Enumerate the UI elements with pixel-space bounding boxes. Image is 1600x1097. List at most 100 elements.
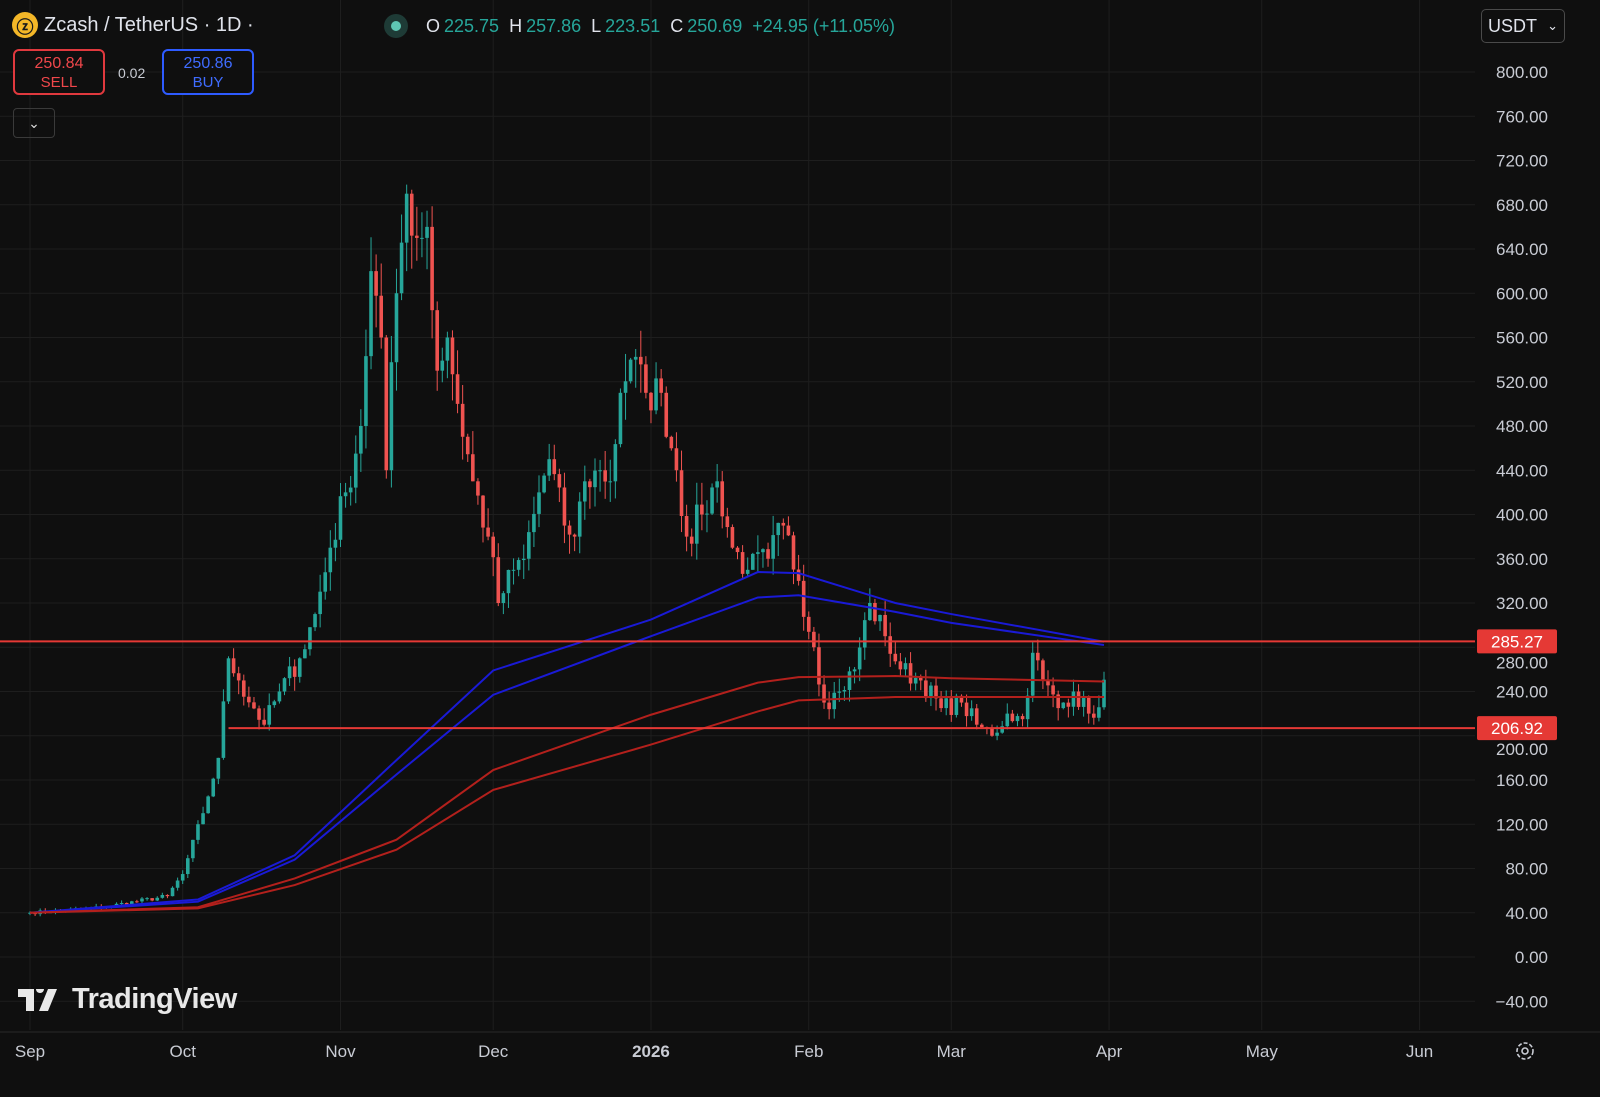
candle [750, 552, 755, 570]
candle [496, 543, 501, 607]
candle [175, 877, 180, 891]
candle-body [537, 492, 541, 514]
candle-body [287, 666, 292, 679]
open-value: 225.75 [444, 15, 500, 36]
market-status-icon[interactable] [384, 14, 408, 38]
candle-body [404, 193, 409, 243]
y-tick-label: 520.00 [1496, 373, 1548, 392]
candle [878, 614, 882, 631]
candle-body [257, 708, 261, 720]
candle [603, 451, 607, 499]
candle-body [639, 356, 643, 365]
candle [552, 444, 557, 481]
buy-button[interactable]: 250.86 BUY [162, 49, 254, 95]
candle-body [450, 337, 455, 375]
candle-body [862, 620, 867, 648]
candle-body [766, 549, 770, 559]
low-label: L [591, 15, 602, 36]
candle [445, 331, 450, 379]
sell-button[interactable]: 250.84 SELL [13, 49, 105, 95]
candle-body [308, 627, 312, 650]
candle-body [1056, 694, 1060, 709]
candle-body [908, 663, 913, 684]
candle-body [822, 684, 826, 703]
y-tick-label: 360.00 [1496, 550, 1548, 569]
candle [282, 677, 287, 696]
candle [267, 693, 272, 731]
candle-body [827, 702, 831, 710]
moving-average-line [29, 696, 1104, 914]
candle [364, 329, 368, 449]
candle-body [964, 702, 969, 717]
candle-body [776, 522, 781, 536]
candle-body [445, 337, 450, 361]
candle-body [623, 381, 628, 393]
symbol-title[interactable]: Zcash / TetherUS · 1D · [44, 13, 254, 36]
candle [343, 482, 348, 508]
candle-body [552, 459, 557, 475]
tradingview-logo[interactable]: TradingView [18, 983, 237, 1016]
candle-body [903, 663, 908, 670]
symbol-header[interactable]: ⓩ Zcash / TetherUS · 1D · [12, 12, 254, 38]
candle-body [796, 569, 801, 581]
candle-body [185, 858, 190, 875]
candle-body [231, 658, 236, 674]
candle-body [684, 516, 689, 537]
candle-body [1086, 697, 1091, 714]
candle-body [384, 337, 389, 471]
candle-body [674, 448, 679, 471]
candle-body [1036, 652, 1040, 661]
candle [430, 206, 434, 339]
candle [185, 854, 190, 879]
candle [150, 898, 154, 902]
candle [206, 795, 210, 814]
candle [303, 644, 307, 659]
high-value: 257.86 [526, 15, 582, 36]
candle [618, 388, 623, 448]
candle-body [588, 481, 592, 488]
candle-body [593, 470, 597, 488]
candle [903, 657, 908, 678]
candle-body [1010, 713, 1015, 722]
candle-body [603, 470, 607, 482]
candle-body [491, 536, 495, 558]
candle [532, 496, 536, 548]
candle [236, 666, 241, 695]
candle-body [303, 649, 307, 659]
candle [694, 482, 699, 560]
candle [745, 557, 750, 577]
candle-body [608, 481, 613, 483]
candle-body [155, 897, 160, 901]
candle-body [353, 453, 358, 488]
candle [1056, 690, 1060, 721]
settings-gear-icon[interactable] [1514, 1040, 1536, 1062]
collapse-legend-button[interactable]: ⌄ [13, 108, 55, 138]
sell-price: 250.84 [34, 55, 84, 72]
candle-body [532, 513, 536, 533]
y-tick-label: 0.00 [1515, 948, 1548, 967]
candle [990, 724, 994, 737]
candle-body [847, 671, 852, 690]
high-label: H [509, 15, 523, 36]
candle-body [359, 426, 363, 454]
candle-body [959, 695, 964, 703]
candle-body [282, 678, 287, 692]
candle-body [1076, 691, 1081, 707]
candle [333, 523, 338, 562]
candle [847, 666, 852, 702]
candle [1051, 677, 1055, 708]
candle [196, 820, 200, 845]
candle [567, 520, 572, 554]
candle-body [791, 535, 796, 570]
candles [28, 184, 1106, 917]
candle [323, 557, 328, 600]
candle [221, 689, 226, 760]
candle [689, 528, 694, 557]
candle-body [547, 459, 551, 476]
candle-body [501, 593, 506, 603]
currency-select[interactable]: USDT ⌄ [1481, 9, 1565, 43]
candle [145, 897, 149, 901]
candle [537, 475, 541, 528]
candle [155, 896, 160, 902]
